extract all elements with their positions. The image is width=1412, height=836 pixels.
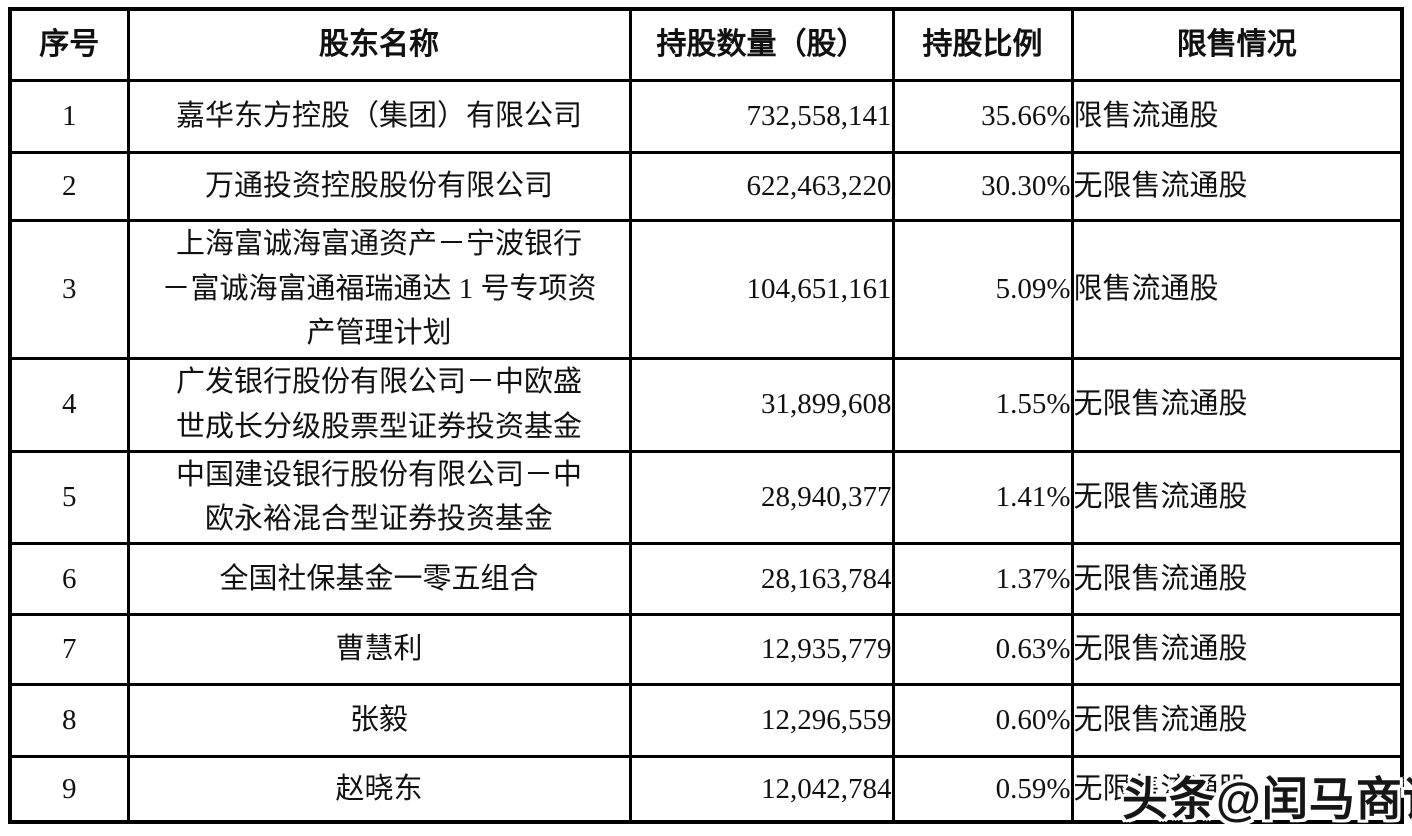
cell-shareholder-name: 张毅 [126,683,632,759]
table-row: 3 上海富诚海富通资产－宁波银行 －富诚海富通福瑞通达 1 号专项资 产管理计划… [8,218,1404,360]
cell-shares: 12,042,784 [628,755,895,824]
cell-shares: 28,940,377 [628,449,895,546]
cell-restriction: 无限售流通股 [1070,150,1404,222]
table-row: 1 嘉华东方控股（集团）有限公司 732,558,141 35.66% 限售流通… [8,78,1404,154]
cell-shares: 12,935,779 [628,613,895,687]
cell-shares: 31,899,608 [628,356,895,453]
cell-no: 6 [8,542,130,617]
cell-restriction: 无限售流通股 [1070,449,1404,546]
cell-ratio: 5.09% [891,218,1074,360]
cell-shares: 12,296,559 [628,683,895,759]
cell-no: 3 [8,218,130,360]
header-no: 序号 [8,7,130,82]
cell-no: 9 [8,755,130,824]
cell-restriction: 无限售流通股 [1070,683,1404,759]
cell-shareholder-name: 广发银行股份有限公司－中欧盛 世成长分级股票型证券投资基金 [126,356,632,453]
header-ratio: 持股比例 [891,7,1074,82]
header-shares: 持股数量（股） [628,7,895,82]
cell-shareholder-name: 全国社保基金一零五组合 [126,542,632,617]
cell-shareholder-name: 上海富诚海富通资产－宁波银行 －富诚海富通福瑞通达 1 号专项资 产管理计划 [126,218,632,360]
shareholder-table-container: 序号 股东名称 持股数量（股） 持股比例 限售情况 1 嘉华东方控股（集团）有限… [8,7,1404,824]
toutiao-watermark: 头条@闰马商评 [1122,773,1412,825]
cell-shareholder-name: 万通投资控股股份有限公司 [126,150,632,222]
cell-ratio: 1.55% [891,356,1074,453]
cell-shares: 622,463,220 [628,150,895,222]
cell-shareholder-name: 中国建设银行股份有限公司－中 欧永裕混合型证券投资基金 [126,449,632,546]
table-row: 6 全国社保基金一零五组合 28,163,784 1.37% 无限售流通股 [8,542,1404,617]
cell-no: 1 [8,78,130,154]
cell-ratio: 0.59% [891,755,1074,824]
cell-ratio: 0.63% [891,613,1074,687]
table-row: 8 张毅 12,296,559 0.60% 无限售流通股 [8,683,1404,759]
cell-no: 5 [8,449,130,546]
cell-ratio: 30.30% [891,150,1074,222]
table-row: 5 中国建设银行股份有限公司－中 欧永裕混合型证券投资基金 28,940,377… [8,449,1404,546]
shareholder-table: 序号 股东名称 持股数量（股） 持股比例 限售情况 1 嘉华东方控股（集团）有限… [8,7,1404,824]
cell-restriction: 无限售流通股 [1070,613,1404,687]
table-row: 4 广发银行股份有限公司－中欧盛 世成长分级股票型证券投资基金 31,899,6… [8,356,1404,453]
cell-ratio: 35.66% [891,78,1074,154]
cell-restriction: 限售流通股 [1070,78,1404,154]
cell-no: 8 [8,683,130,759]
cell-restriction: 无限售流通股 [1070,542,1404,617]
header-shareholder-name: 股东名称 [126,7,632,82]
table-row: 7 曹慧利 12,935,779 0.63% 无限售流通股 [8,613,1404,687]
table-row: 2 万通投资控股股份有限公司 622,463,220 30.30% 无限售流通股 [8,150,1404,222]
cell-shareholder-name: 嘉华东方控股（集团）有限公司 [126,78,632,154]
cell-shareholder-name: 赵晓东 [126,755,632,824]
cell-restriction: 限售流通股 [1070,218,1404,360]
cell-no: 2 [8,150,130,222]
cell-shareholder-name: 曹慧利 [126,613,632,687]
cell-shares: 28,163,784 [628,542,895,617]
table-header-row: 序号 股东名称 持股数量（股） 持股比例 限售情况 [8,7,1404,82]
cell-ratio: 1.41% [891,449,1074,546]
cell-no: 7 [8,613,130,687]
cell-restriction: 无限售流通股 [1070,755,1404,824]
cell-ratio: 0.60% [891,683,1074,759]
cell-shares: 104,651,161 [628,218,895,360]
header-restriction: 限售情况 [1070,7,1404,82]
cell-ratio: 1.37% [891,542,1074,617]
cell-restriction: 无限售流通股 [1070,356,1404,453]
cell-no: 4 [8,356,130,453]
cell-shares: 732,558,141 [628,78,895,154]
table-row: 9 赵晓东 12,042,784 0.59% 无限售流通股 [8,755,1404,824]
